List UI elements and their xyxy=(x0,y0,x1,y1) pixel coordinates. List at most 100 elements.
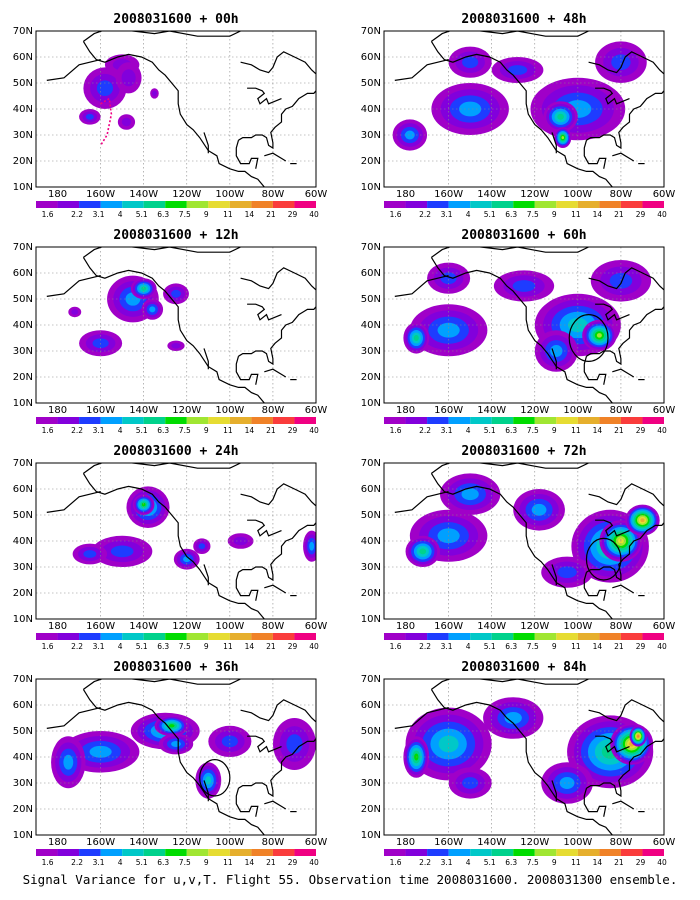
map-panel: 2008031600 + 36h 10N 20N 30N 40N 50N 60N 70N 180… xyxy=(13,660,328,867)
colorbar-swatch xyxy=(294,849,316,856)
colorbar-label: 29 xyxy=(288,210,298,219)
lon-tick-label: 80W xyxy=(262,405,285,416)
colorbar-label: 40 xyxy=(309,210,319,219)
variance-contour xyxy=(609,273,633,289)
colorbar-label: 14 xyxy=(245,210,255,219)
colorbar-swatch xyxy=(165,417,187,424)
colorbar-label: 2.2 xyxy=(71,426,83,435)
colorbar-label: 1.6 xyxy=(390,642,402,651)
colorbar-label: 5.1 xyxy=(136,426,148,435)
coastline xyxy=(612,584,635,594)
coastline xyxy=(83,679,241,690)
colorbar-label: 6.3 xyxy=(505,426,517,435)
colorbar-label: 7.5 xyxy=(179,858,191,867)
colorbar-swatch xyxy=(272,633,295,640)
lat-tick-label: 70N xyxy=(361,26,381,37)
colorbar-swatch xyxy=(448,201,471,208)
colorbar-swatch xyxy=(229,633,252,640)
colorbar-label: 5.1 xyxy=(484,642,496,651)
colorbar-swatch xyxy=(513,201,535,208)
colorbar-label: 1.6 xyxy=(390,210,402,219)
colorbar-label: 7.5 xyxy=(527,426,539,435)
coastline xyxy=(586,90,664,150)
lat-tick-label: 20N xyxy=(13,156,33,167)
colorbar-label: 21 xyxy=(614,858,624,867)
lon-tick-label: 60W xyxy=(305,189,328,200)
coastline xyxy=(430,689,613,835)
colorbar-swatch xyxy=(36,417,58,424)
colorbar-label: 21 xyxy=(614,642,624,651)
colorbar-swatch xyxy=(208,849,230,856)
colorbar-label: 4 xyxy=(118,858,123,867)
coastline xyxy=(82,473,265,619)
coastline xyxy=(430,257,613,403)
target-circle xyxy=(585,537,622,581)
lat-tick-label: 60N xyxy=(13,700,33,711)
colorbar-swatch xyxy=(272,849,295,856)
colorbar-label: 3.1 xyxy=(93,426,105,435)
lat-tick-label: 10N xyxy=(13,614,33,625)
colorbar-swatch xyxy=(208,633,230,640)
map-frame xyxy=(35,30,317,188)
colorbar-label: 7.5 xyxy=(179,426,191,435)
colorbar-label: 6.3 xyxy=(505,210,517,219)
colorbar-swatch xyxy=(534,849,557,856)
lon-tick-label: 80W xyxy=(262,189,285,200)
lon-tick-label: 60W xyxy=(653,837,676,848)
colorbar-swatch xyxy=(143,201,166,208)
coastline xyxy=(238,522,316,582)
colorbar-swatch xyxy=(642,201,664,208)
colorbar-label: 11 xyxy=(223,210,233,219)
lat-tick-label: 10N xyxy=(13,182,33,193)
lat-tick-label: 60N xyxy=(361,268,381,279)
variance-contour xyxy=(71,309,79,315)
colorbar-label: 4 xyxy=(466,210,471,219)
lon-tick-label: 120W xyxy=(172,405,201,416)
colorbar-label: 5.1 xyxy=(136,858,148,867)
colorbar-label: 6.3 xyxy=(157,858,169,867)
lat-tick-label: 40N xyxy=(361,536,381,547)
colorbar-label: 29 xyxy=(288,858,298,867)
lon-tick-label: 120W xyxy=(172,189,201,200)
coastline xyxy=(586,522,664,582)
lon-tick-label: 60W xyxy=(653,405,676,416)
colorbar-label: 21 xyxy=(266,210,276,219)
coastline xyxy=(46,275,101,297)
colorbar-swatch xyxy=(143,849,166,856)
coastline xyxy=(235,572,259,601)
colorbar-swatch xyxy=(57,417,80,424)
colorbar-label: 7.5 xyxy=(179,642,191,651)
lon-tick-label: 80W xyxy=(610,189,633,200)
variance-contour xyxy=(462,777,479,789)
colorbar-swatch xyxy=(405,849,428,856)
colorbar-label: 4 xyxy=(466,426,471,435)
lon-tick-label: 120W xyxy=(172,837,201,848)
variance-contour xyxy=(557,566,577,579)
colorbar-label: 29 xyxy=(636,210,646,219)
colorbar-label: 6.3 xyxy=(505,642,517,651)
lat-tick-label: 30N xyxy=(13,562,33,573)
coastline xyxy=(612,368,635,378)
coastline xyxy=(551,780,557,802)
colorbar-swatch xyxy=(405,633,428,640)
colorbar-swatch xyxy=(165,633,187,640)
map-frame xyxy=(35,462,317,620)
colorbar-swatch xyxy=(620,201,643,208)
colorbar-label: 4 xyxy=(118,426,123,435)
map-frame xyxy=(383,30,665,188)
colorbar-swatch xyxy=(79,417,101,424)
colorbar-label: 1.6 xyxy=(42,858,54,867)
lat-tick-label: 40N xyxy=(13,752,33,763)
lon-tick-label: 120W xyxy=(520,189,549,200)
colorbar-swatch xyxy=(577,417,600,424)
variance-contour xyxy=(309,541,315,551)
variance-contour xyxy=(567,317,588,333)
colorbar-swatch xyxy=(534,417,557,424)
lat-tick-label: 70N xyxy=(13,26,33,37)
lon-tick-label: 160W xyxy=(434,837,463,848)
variance-contour xyxy=(83,550,97,558)
variance-contour xyxy=(141,286,147,291)
lon-tick-label: 120W xyxy=(520,621,549,632)
colorbar-swatch xyxy=(122,849,144,856)
colorbar-swatch xyxy=(294,201,316,208)
